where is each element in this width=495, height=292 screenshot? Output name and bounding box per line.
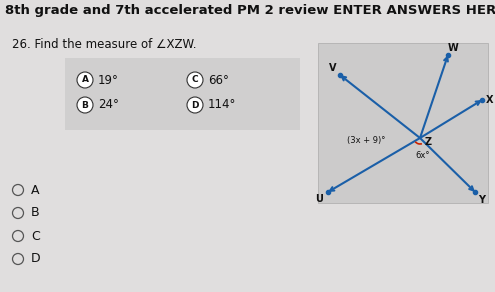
Text: A: A [82, 76, 89, 84]
FancyBboxPatch shape [318, 43, 488, 203]
Text: W: W [447, 43, 458, 53]
Text: 6x°: 6x° [415, 152, 430, 161]
Circle shape [12, 253, 23, 265]
Circle shape [187, 72, 203, 88]
Text: B: B [82, 100, 89, 110]
Text: 26. Find the measure of ∠XZW.: 26. Find the measure of ∠XZW. [12, 38, 197, 51]
Text: D: D [31, 253, 41, 265]
Text: D: D [191, 100, 199, 110]
Text: 19°: 19° [98, 74, 119, 86]
FancyBboxPatch shape [65, 58, 300, 130]
Text: X: X [486, 95, 494, 105]
Text: (3x + 9)°: (3x + 9)° [346, 135, 385, 145]
Text: A: A [31, 183, 40, 197]
Text: U: U [315, 194, 323, 204]
Text: Y: Y [479, 195, 486, 205]
Text: B: B [31, 206, 40, 220]
Text: V: V [329, 63, 337, 73]
Text: C: C [192, 76, 198, 84]
Circle shape [77, 97, 93, 113]
Text: C: C [31, 230, 40, 242]
Text: Z: Z [424, 137, 432, 147]
Text: 24°: 24° [98, 98, 119, 112]
Circle shape [77, 72, 93, 88]
Text: 66°: 66° [208, 74, 229, 86]
Circle shape [12, 185, 23, 196]
Text: 114°: 114° [208, 98, 237, 112]
Circle shape [12, 230, 23, 241]
Text: 8th grade and 7th accelerated PM 2 review ENTER ANSWERS HERE: 8th grade and 7th accelerated PM 2 revie… [5, 4, 495, 17]
Circle shape [12, 208, 23, 218]
Circle shape [187, 97, 203, 113]
